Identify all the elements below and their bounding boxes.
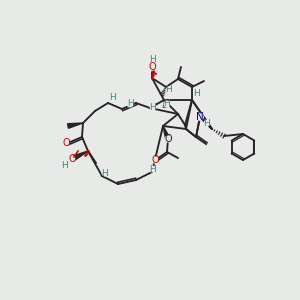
Polygon shape (73, 151, 88, 160)
Circle shape (102, 170, 108, 176)
Text: H: H (127, 100, 134, 109)
Text: O: O (148, 62, 156, 72)
Circle shape (109, 94, 115, 100)
Text: H: H (109, 92, 116, 101)
Text: O: O (164, 134, 172, 144)
Text: H: H (148, 164, 155, 173)
Circle shape (149, 57, 155, 63)
Circle shape (164, 101, 170, 107)
Text: H: H (204, 118, 210, 127)
Circle shape (150, 104, 156, 110)
Text: O: O (68, 154, 76, 164)
Text: H: H (194, 88, 200, 98)
Circle shape (149, 64, 155, 70)
Circle shape (62, 162, 68, 168)
Text: H: H (148, 56, 155, 64)
Circle shape (152, 157, 158, 163)
Circle shape (166, 87, 172, 93)
Text: H: H (61, 160, 68, 169)
Text: N: N (196, 112, 204, 122)
Circle shape (165, 136, 171, 142)
Text: H: H (166, 85, 172, 94)
Polygon shape (68, 123, 83, 128)
Circle shape (63, 140, 69, 146)
Text: H: H (102, 169, 108, 178)
Circle shape (204, 120, 210, 126)
Circle shape (194, 90, 200, 96)
Text: O: O (151, 155, 159, 165)
Polygon shape (163, 126, 170, 140)
Text: O: O (62, 138, 70, 148)
Circle shape (149, 166, 155, 172)
Text: H: H (150, 103, 156, 112)
Circle shape (197, 114, 203, 120)
Circle shape (69, 156, 75, 162)
Text: H: H (164, 100, 170, 109)
Circle shape (127, 101, 133, 107)
